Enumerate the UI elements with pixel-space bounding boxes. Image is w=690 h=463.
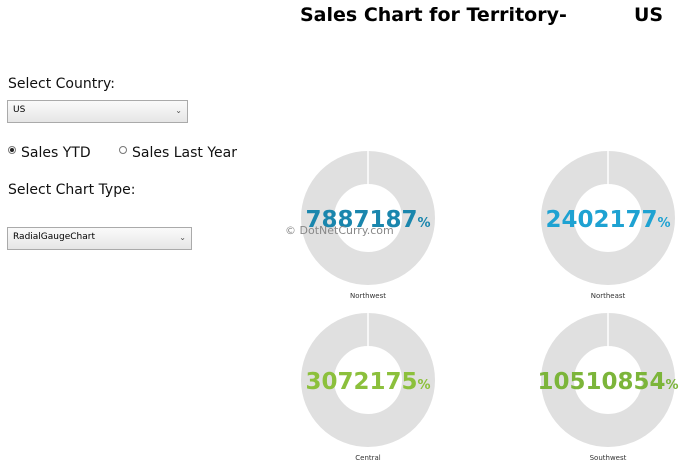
gauge-value: 2402177% [545,207,670,233]
gauge-unit: % [658,216,671,231]
watermark: © DotNetCurry.com [285,224,394,237]
gauge-ring [541,313,675,447]
gauge-value: 10510854% [537,369,678,395]
gauge-ring [301,313,435,447]
gauge-region: Northwest [350,292,386,300]
radio-button[interactable] [119,146,127,154]
gauge-value: 3072175% [305,369,430,395]
country-value: US [13,105,26,115]
country-dropdown[interactable]: US ⌄ [7,100,188,123]
radio-label[interactable]: Sales YTD [21,145,91,161]
gauge-number: 10510854 [537,369,665,395]
chart-type-label: Select Chart Type: [8,182,136,198]
chart-type-value: RadialGaugeChart [13,232,95,242]
radio-label[interactable]: Sales Last Year [132,145,237,161]
gauge-unit: % [666,378,679,393]
gauge-region: Northeast [591,292,626,300]
dropdown-arrow: ⌄ [175,106,182,115]
gauge-unit: % [418,216,431,231]
page-title: Sales Chart for Territory- [300,4,567,26]
gauge-number: 2402177 [545,207,657,233]
gauge-unit: % [418,378,431,393]
gauge-ring [541,151,675,285]
territory: US [634,4,664,26]
gauge-ring [301,151,435,285]
dropdown-arrow: ⌄ [179,233,186,242]
radio-button[interactable] [8,146,16,154]
gauge-region: Central [355,454,381,462]
chart-type-dropdown[interactable]: RadialGaugeChart ⌄ [7,227,192,250]
gauge-region: Southwest [590,454,627,462]
country-label: Select Country: [8,76,115,92]
gauge-number: 3072175 [305,369,417,395]
